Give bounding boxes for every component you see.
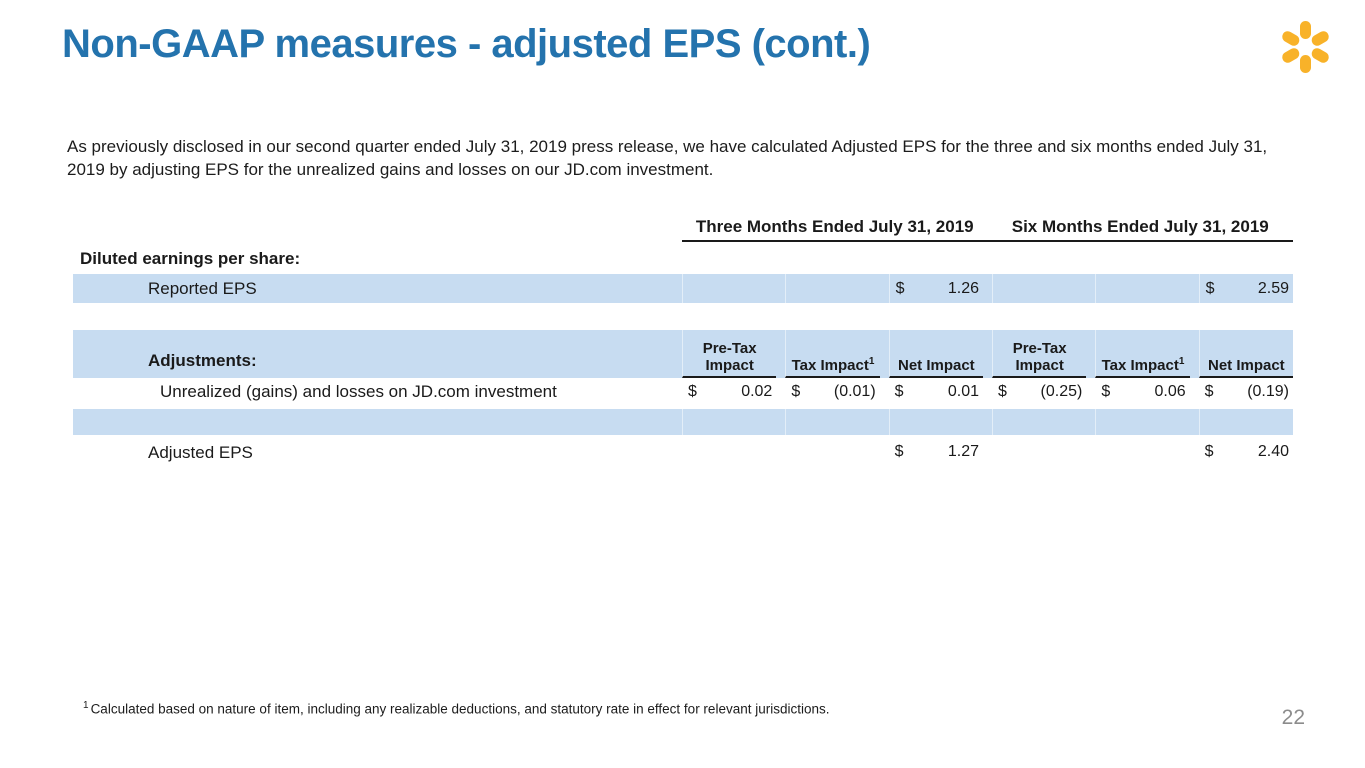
cell-value: $ 2.40 bbox=[1199, 438, 1293, 466]
section-label-diluted-eps: Diluted earnings per share: bbox=[80, 249, 301, 268]
currency-symbol: $ bbox=[1204, 443, 1214, 460]
cell-empty bbox=[1095, 409, 1189, 435]
column-header-text: Pre-Tax Impact bbox=[702, 340, 757, 374]
cell-value: $ (0.19) bbox=[1199, 378, 1293, 406]
table-row-adjusted-eps: Adjusted EPS $ 1.27 $ 2.40 bbox=[73, 438, 1293, 466]
footnote-marker: 1 bbox=[1178, 356, 1185, 367]
column-header-net-impact: Net Impact bbox=[888, 330, 983, 378]
cell-number: 0.02 bbox=[741, 383, 773, 400]
spark-ray-icon bbox=[1309, 29, 1331, 48]
column-header-tax-impact: Tax Impact1 bbox=[1095, 330, 1190, 378]
cell-empty bbox=[73, 409, 673, 435]
row-label: Adjusted EPS bbox=[148, 443, 253, 462]
cell-empty bbox=[888, 409, 983, 435]
spark-ray-icon bbox=[1279, 29, 1301, 48]
column-header-pretax-impact: Pre-Tax Impact bbox=[992, 330, 1087, 378]
cell-value: $ 2.59 bbox=[1198, 274, 1293, 303]
spark-ray-icon bbox=[1279, 46, 1301, 65]
cell-empty bbox=[682, 409, 776, 435]
cell-empty bbox=[992, 438, 1086, 466]
currency-symbol: $ bbox=[895, 279, 905, 297]
cell-empty bbox=[992, 274, 1086, 303]
spark-ray-icon bbox=[1309, 46, 1331, 65]
page-number: 22 bbox=[1281, 706, 1305, 729]
column-header-pretax-impact: Pre-Tax Impact bbox=[682, 330, 777, 378]
cell-number: (0.19) bbox=[1247, 383, 1289, 400]
spark-ray-icon bbox=[1299, 55, 1311, 73]
column-header-text: Net Impact bbox=[897, 357, 975, 374]
cell-number: 1.26 bbox=[947, 279, 979, 297]
cell-number: 1.27 bbox=[947, 443, 979, 460]
cell-number: 2.40 bbox=[1257, 443, 1289, 460]
cell-number: 0.01 bbox=[947, 383, 979, 400]
footnote-marker: 1 bbox=[83, 700, 89, 711]
footnote: 1 Calculated based on nature of item, inc… bbox=[83, 700, 830, 717]
cell-value: $ (0.25) bbox=[992, 378, 1086, 406]
cell-value: $ 0.02 bbox=[682, 378, 776, 406]
spark-ray-icon bbox=[1299, 21, 1311, 39]
table-section-row: Diluted earnings per share: bbox=[73, 244, 1293, 274]
currency-symbol: $ bbox=[998, 383, 1007, 400]
column-header-text: Tax Impact1 bbox=[791, 356, 875, 375]
cell-number: 0.06 bbox=[1154, 383, 1186, 400]
walmart-spark-logo bbox=[1272, 14, 1338, 80]
period-header-three-months: Three Months Ended July 31, 2019 bbox=[695, 217, 974, 236]
cell-number: (0.01) bbox=[833, 383, 876, 400]
cell-empty bbox=[682, 274, 776, 303]
cell-empty bbox=[785, 438, 879, 466]
cell-value: $ 1.26 bbox=[888, 274, 983, 303]
cell-empty bbox=[785, 274, 879, 303]
period-header-row: Three Months Ended July 31, 2019 Six Mon… bbox=[73, 216, 1293, 242]
currency-symbol: $ bbox=[894, 383, 904, 400]
cell-value: $ (0.01) bbox=[785, 378, 879, 406]
period-header-six-months: Six Months Ended July 31, 2019 bbox=[1011, 217, 1269, 236]
table-row-unrealized-jd: Unrealized (gains) and losses on JD.com … bbox=[73, 378, 1293, 406]
page-title: Non-GAAP measures - adjusted EPS (cont.) bbox=[62, 22, 871, 66]
cell-empty bbox=[682, 438, 776, 466]
cell-value: $ 1.27 bbox=[889, 438, 983, 466]
cell-empty bbox=[992, 409, 1086, 435]
cell-number: 2.59 bbox=[1257, 279, 1289, 297]
cell-empty bbox=[1095, 274, 1189, 303]
currency-symbol: $ bbox=[791, 383, 801, 400]
column-header-net-impact: Net Impact bbox=[1198, 330, 1293, 378]
column-header-tax-impact: Tax Impact1 bbox=[785, 330, 880, 378]
table-row-reported-eps: Reported EPS $ 1.26 $ 2.59 bbox=[73, 274, 1293, 303]
column-header-text: Pre-Tax Impact bbox=[1012, 340, 1067, 374]
row-label: Unrealized (gains) and losses on JD.com … bbox=[160, 382, 557, 401]
currency-symbol: $ bbox=[688, 383, 697, 400]
intro-paragraph: As previously disclosed in our second qu… bbox=[67, 137, 1268, 179]
table-row-spacer bbox=[73, 409, 1293, 435]
table-row-adjustments-header: Adjustments: Pre-Tax Impact Tax Impact1 … bbox=[73, 330, 1293, 378]
row-label: Reported EPS bbox=[148, 279, 257, 298]
cell-value: $ 0.06 bbox=[1095, 378, 1189, 406]
column-header-text: Tax Impact1 bbox=[1101, 356, 1185, 375]
footnote-marker: 1 bbox=[868, 356, 875, 367]
currency-symbol: $ bbox=[1205, 279, 1215, 297]
currency-symbol: $ bbox=[894, 443, 904, 460]
cell-empty bbox=[1198, 409, 1293, 435]
cell-value: $ 0.01 bbox=[889, 378, 983, 406]
cell-number: (0.25) bbox=[1040, 383, 1083, 400]
cell-empty bbox=[785, 409, 879, 435]
currency-symbol: $ bbox=[1204, 383, 1214, 400]
column-header-text: Net Impact bbox=[1207, 357, 1285, 374]
footnote-text: Calculated based on nature of item, incl… bbox=[90, 701, 830, 717]
currency-symbol: $ bbox=[1101, 383, 1111, 400]
cell-empty bbox=[1095, 438, 1189, 466]
adjusted-eps-table: Three Months Ended July 31, 2019 Six Mon… bbox=[73, 216, 1293, 466]
period-header-span: Three Months Ended July 31, 2019 Six Mon… bbox=[682, 217, 1293, 242]
section-label-adjustments: Adjustments: bbox=[148, 351, 257, 370]
